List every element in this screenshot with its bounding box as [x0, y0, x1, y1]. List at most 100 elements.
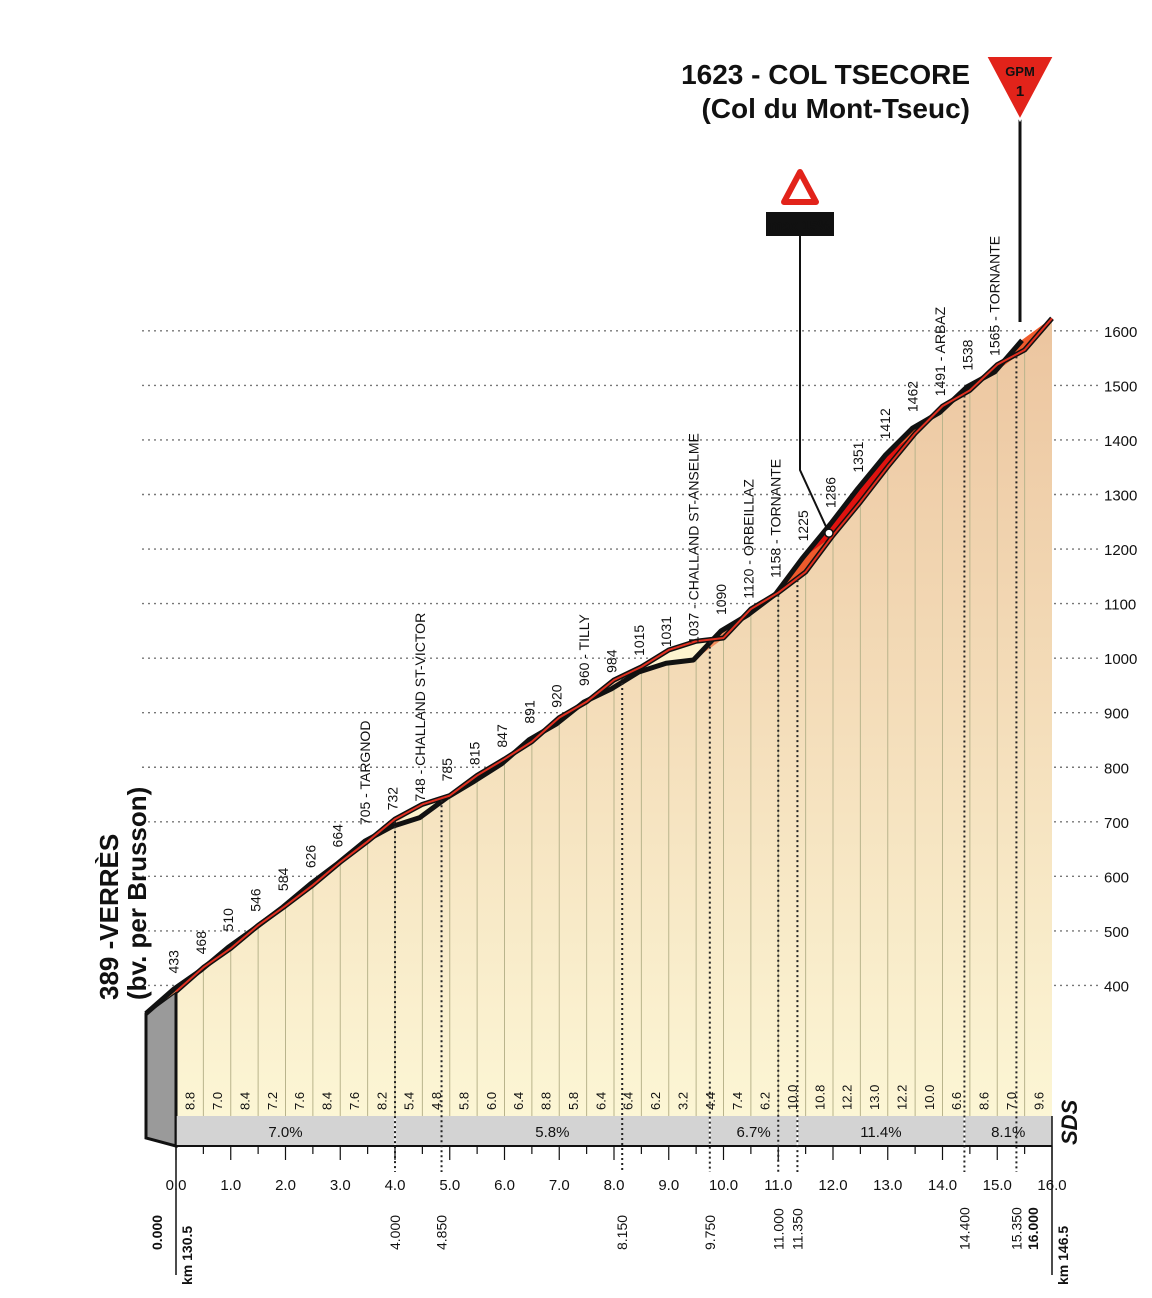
- x-tick-label: 9.0: [658, 1177, 679, 1194]
- altitude-label: 748 - CHALLAND ST-VICTOR: [412, 613, 428, 802]
- altitude-label: 1565 - TORNANTE: [987, 236, 1003, 356]
- altitude-label: 960 - TILLY: [576, 613, 592, 686]
- sector-gradient-label: 5.8%: [535, 1124, 569, 1141]
- altitude-label: 847: [494, 724, 510, 748]
- altitude-label: 1538: [959, 339, 975, 370]
- x-tick-label: 13.0: [873, 1177, 902, 1194]
- profile-ground: [144, 318, 1052, 1148]
- x-tick-label: 12.0: [818, 1177, 847, 1194]
- gpm-badge-bottom: 1: [1016, 83, 1024, 100]
- altitude-label: 468: [193, 931, 209, 955]
- segment-gradient-label: 7.2: [265, 1092, 280, 1110]
- altitude-label: 1120 - ORBEILLAZ: [740, 479, 756, 599]
- segment-gradient-label: 7.0: [210, 1092, 225, 1110]
- altitude-label: 732: [384, 787, 400, 811]
- start-subtitle: (bv. per Brusson): [122, 787, 152, 1000]
- altitude-label: 1491 - ARBAZ: [932, 306, 948, 396]
- segment-gradient-label: 9.6: [1031, 1092, 1046, 1110]
- altitude-label: 1412: [877, 408, 893, 439]
- start-title: 389 -VERRÈS: [94, 834, 124, 1000]
- segment-gradient-label: 8.4: [237, 1092, 252, 1110]
- elevation-tick-label: 500: [1104, 924, 1129, 941]
- x-tick-label: 2.0: [275, 1177, 296, 1194]
- altitude-label: 1158 - TORNANTE: [768, 459, 784, 578]
- elevation-tick-label: 1100: [1104, 597, 1136, 614]
- segment-gradient-label: 7.0: [1004, 1092, 1019, 1110]
- summit-subtitle: (Col du Mont-Tseuc): [701, 93, 970, 124]
- altitude-label: 920: [549, 684, 565, 708]
- start-wall: [144, 988, 178, 1148]
- altitude-label: 785: [439, 758, 455, 782]
- elevation-axis: 400 500 600 700 800 900 1000 1100 1200 1300 1400 15…: [1104, 324, 1137, 996]
- elevation-tick-label: 700: [1104, 815, 1129, 832]
- segment-gradient-label: 10.0: [922, 1085, 937, 1110]
- segment-gradient-label: 6.6: [949, 1092, 964, 1110]
- sector-gradient-label: 6.7%: [737, 1124, 771, 1141]
- x-tick-label: 0.0: [166, 1177, 187, 1194]
- elevation-tick-label: 1400: [1104, 433, 1137, 450]
- altitude-label: 664: [330, 824, 346, 848]
- segment-gradient-label: 8.8: [183, 1092, 198, 1110]
- max-gradient-marker: max 15%: [766, 169, 834, 538]
- x-tick-label: 10.0: [709, 1177, 738, 1194]
- altitude-label: 546: [248, 888, 264, 912]
- segment-gradient-label: 5.8: [566, 1092, 581, 1110]
- altitude-label: 1015: [631, 625, 647, 656]
- x-tick-label: 8.0: [604, 1177, 625, 1194]
- segment-gradient-label: 6.4: [511, 1092, 526, 1110]
- sector-gradient-label: 8.1%: [991, 1124, 1025, 1141]
- altitude-label: 1031: [658, 616, 674, 647]
- x-tick-label: 4.0: [385, 1177, 406, 1194]
- distance-marker-label: 4.000: [387, 1215, 403, 1250]
- x-tick-label: 1.0: [220, 1177, 241, 1194]
- segment-gradient-label: 4.8: [429, 1092, 444, 1110]
- distance-marker-label: 15.350: [1008, 1207, 1024, 1250]
- elevation-tick-label: 1600: [1104, 324, 1137, 341]
- altitude-label: 1351: [850, 441, 866, 472]
- segment-gradient-label: 5.8: [456, 1092, 471, 1110]
- altitude-labels: 433 468 510 546 584 626 664 705 - TARGNOD 732 748…: [165, 236, 1002, 974]
- x-tick-label: 3.0: [330, 1177, 351, 1194]
- segment-gradient-label: 8.4: [320, 1092, 335, 1110]
- elevation-tick-label: 1200: [1104, 542, 1137, 559]
- x-tick-label: 11.0: [764, 1177, 792, 1194]
- distance-marker-label: 4.850: [434, 1215, 450, 1250]
- segment-gradient-label: 6.0: [484, 1092, 499, 1110]
- summit-label: 1623 - COL TSECORE (Col du Mont-Tseuc): [681, 59, 970, 124]
- x-tick-label: 6.0: [494, 1177, 515, 1194]
- segment-gradient-label: 6.2: [648, 1092, 663, 1110]
- segment-gradient-label: 10.8: [812, 1085, 827, 1110]
- start-label: 389 -VERRÈS (bv. per Brusson): [94, 787, 152, 1000]
- segment-gradient-label: 4.4: [703, 1092, 718, 1110]
- altitude-label: 1462: [905, 381, 921, 412]
- distance-marker-label: 11.350: [789, 1208, 805, 1250]
- gradient-strip: 7.0% 5.8% 6.7% 11.4% 8.1% 8.8 7.0 8.4 7.2 7.6 8.4 7…: [176, 1085, 1052, 1146]
- distance-marker-label: 9.750: [702, 1215, 718, 1250]
- distance-marker-label: 14.400: [956, 1207, 972, 1250]
- segment-gradient-label: 7.6: [347, 1092, 362, 1110]
- x-tick-label: 15.0: [983, 1177, 1012, 1194]
- altitude-label: 1090: [713, 584, 729, 615]
- steep-gradient-warning-icon: [781, 169, 819, 205]
- segment-gradient-label: 8.8: [539, 1092, 554, 1110]
- altitude-label: 815: [467, 741, 483, 765]
- end-distance-label: 0.000: [149, 1215, 165, 1250]
- segment-gradient-label: 8.6: [977, 1092, 992, 1110]
- altitude-label: 1225: [795, 510, 811, 541]
- distance-marker-label: 8.150: [614, 1215, 630, 1250]
- segment-gradient-label: 12.2: [840, 1085, 855, 1110]
- summit-title: 1623 - COL TSECORE: [681, 59, 970, 90]
- segment-gradient-label: 7.6: [292, 1092, 307, 1110]
- x-tick-label: 16.0: [1037, 1177, 1066, 1194]
- gpm-badge-top: GPM: [1005, 64, 1035, 79]
- x-tick-label: 14.0: [928, 1177, 957, 1194]
- x-tick-label: 7.0: [549, 1177, 570, 1194]
- altitude-label: 1037 - CHALLAND ST-ANSELME: [686, 433, 702, 644]
- altitude-label: 510: [220, 908, 236, 932]
- distance-marker-label: 11.000: [770, 1208, 786, 1250]
- altitude-label: 433: [165, 950, 181, 974]
- altitude-label: 1286: [822, 477, 838, 508]
- max-gradient-label: max 15%: [770, 217, 830, 233]
- profile-front-highlight: [175, 317, 1053, 993]
